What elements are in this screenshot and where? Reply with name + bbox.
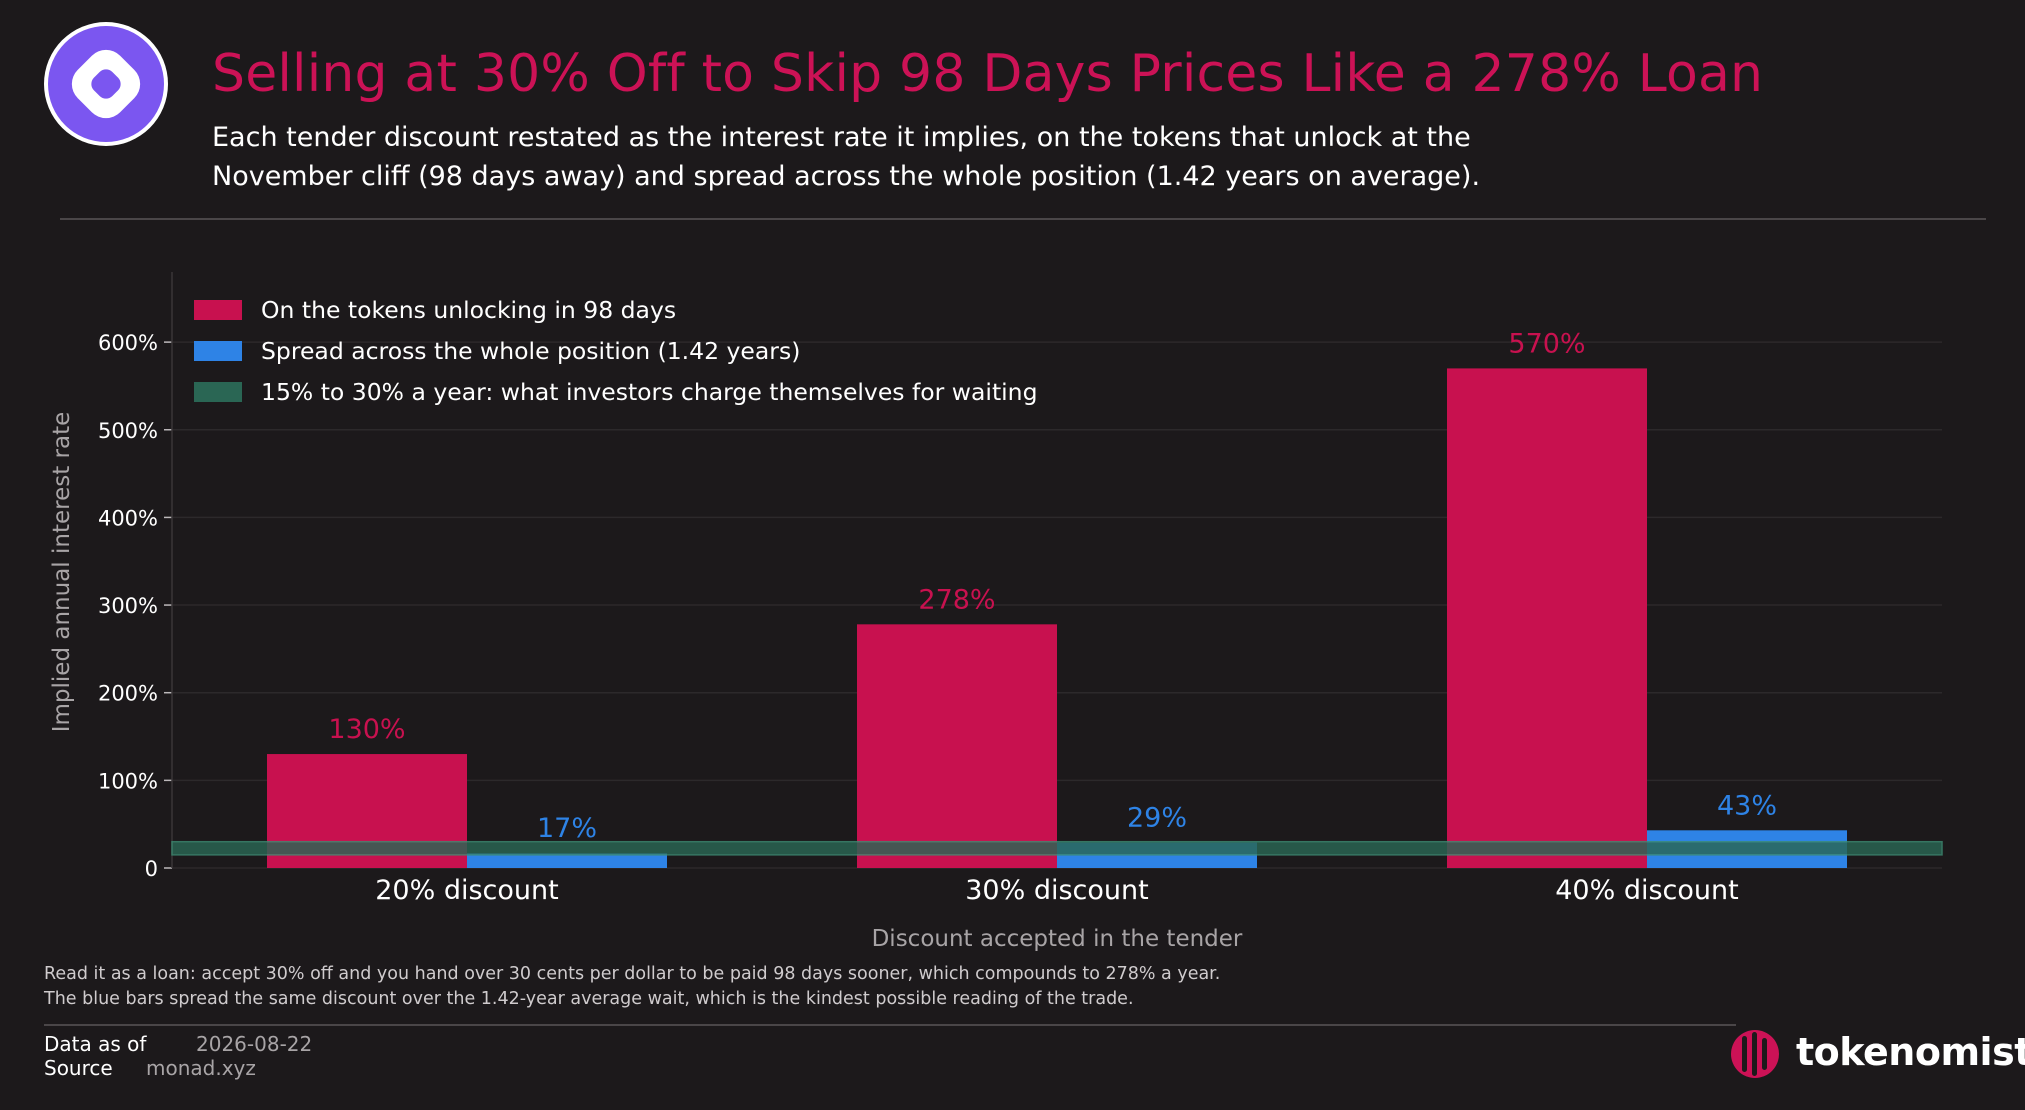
footer-meta: Data as of 2026-08-22 Source monad.xyz [44,1032,312,1080]
y-tick-label: 0 [145,857,158,881]
tokenomist-logo-icon [1731,1030,1779,1078]
data-label: 43% [1717,790,1777,821]
legend-item-long-swatch [194,341,242,361]
bar [857,624,1057,868]
data-label: 570% [1508,328,1585,359]
data-label: 278% [918,584,995,615]
source-label: Source [44,1056,113,1080]
legend-item-band-label: 15% to 30% a year: what investors charge… [261,378,1038,406]
chart-subtitle: Each tender discount restated as the int… [212,122,1481,192]
bar-chart: 0 100% 200% 300% 400% 500% 600% 130% 17% 20% disc… [49,272,1943,952]
y-tick-label: 100% [98,769,158,793]
data-label: 130% [328,714,405,745]
chart-notes: Read it as a loan: accept 30% off and yo… [44,962,1544,1012]
legend-item-band-swatch [194,382,242,402]
x-axis-title: Discount accepted in the tender [872,926,1243,952]
source-row: Source monad.xyz [44,1056,312,1080]
y-axis-title: Implied annual interest rate [49,412,75,733]
header-divider [60,218,1986,220]
data-as-of-label: Data as of [44,1032,147,1056]
footer-divider [44,1024,1736,1026]
monad-logo [42,20,170,148]
monad-logo-icon [44,22,168,146]
data-as-of-value: 2026-08-22 [196,1032,313,1056]
bar [1447,368,1647,868]
note-line-2: The blue bars spread the same discount o… [44,989,1134,1009]
legend-item-long-label: Spread across the whole position (1.42 y… [261,337,800,365]
data-label: 17% [537,813,597,844]
source-value: monad.xyz [146,1056,256,1080]
x-tick-label: 30% discount [965,875,1148,906]
y-tick-label: 400% [98,506,158,530]
x-tick-label: 40% discount [1555,875,1738,906]
chart-title: Selling at 30% Off to Skip 98 Days Price… [212,44,1764,104]
y-tick-label: 500% [98,419,158,443]
data-label: 29% [1127,803,1187,834]
legend-item-short-label: On the tokens unlocking in 98 days [261,296,676,324]
y-tick-label: 200% [98,682,158,706]
waiting-cost-band [171,840,1943,856]
note-line-1: Read it as a loan: accept 30% off and yo… [44,964,1221,984]
brand-name: tokenomist [1796,1030,2025,1074]
y-tick-label: 300% [98,594,158,618]
y-tick-label: 600% [98,331,158,355]
legend-item-short-swatch [194,300,242,320]
bar [467,853,667,868]
data-as-of-row: Data as of 2026-08-22 [44,1032,312,1056]
x-tick-label: 20% discount [375,875,558,906]
